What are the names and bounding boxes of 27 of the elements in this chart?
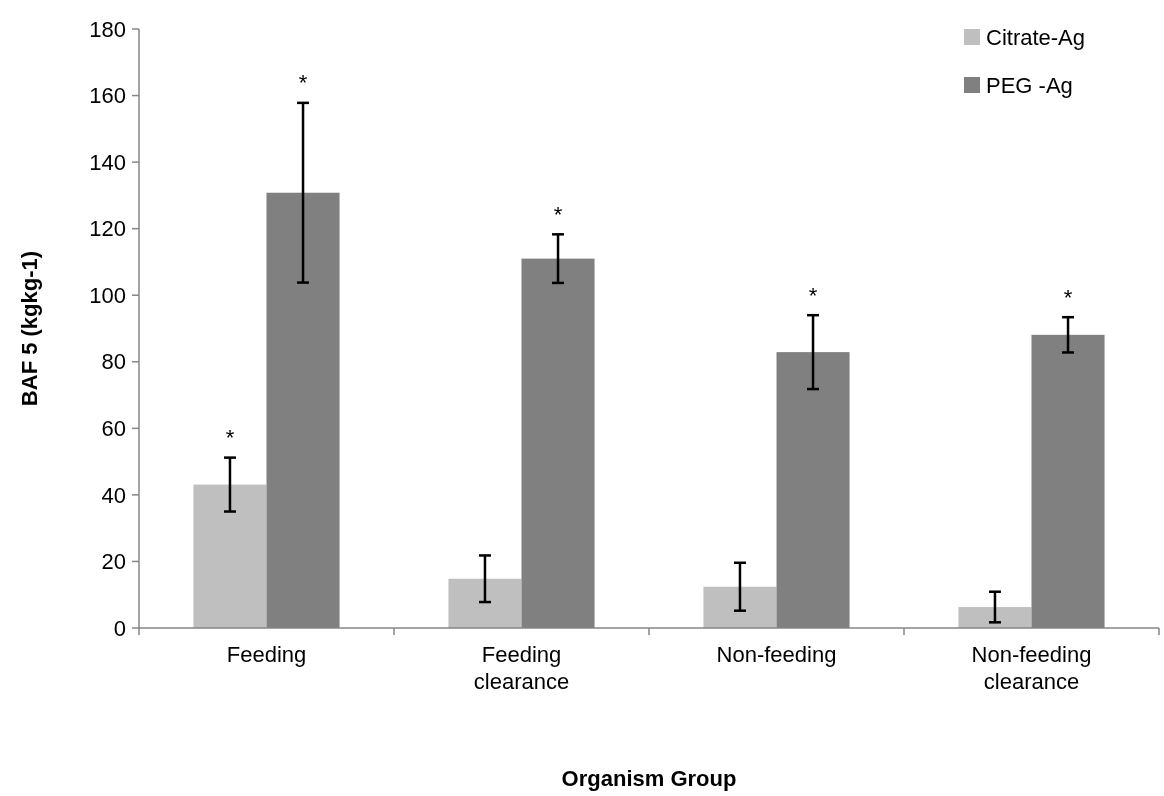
annotation: * bbox=[553, 201, 563, 227]
x-tick-label: Feeding bbox=[226, 642, 307, 667]
y-tick-label: 160 bbox=[89, 83, 126, 109]
y-tick-label: 40 bbox=[101, 482, 126, 508]
x-tick-label: Non-feeding bbox=[716, 642, 837, 667]
y-tick-label: 120 bbox=[89, 216, 126, 242]
y-tick-label: 80 bbox=[101, 349, 126, 375]
y-tick-label: 60 bbox=[101, 416, 126, 442]
y-axis-title: BAF 5 (kgkg-1) bbox=[17, 250, 42, 407]
legend-label: Citrate-Ag bbox=[986, 24, 1086, 50]
bar bbox=[448, 578, 522, 628]
x-axis-title: Organism Group bbox=[561, 766, 737, 791]
x-tick-label: Feeding clearance bbox=[473, 642, 570, 694]
y-tick-label: 0 bbox=[113, 615, 126, 641]
annotation: * bbox=[225, 425, 235, 451]
y-tick-label: 140 bbox=[89, 149, 126, 175]
x-tick-label: Non-feeding clearance bbox=[971, 642, 1092, 694]
annotation: * bbox=[1063, 284, 1073, 310]
y-tick-label: 20 bbox=[101, 549, 126, 575]
bar bbox=[703, 586, 777, 628]
legend-label: PEG -Ag bbox=[986, 72, 1073, 98]
bar bbox=[958, 607, 1032, 628]
annotation: * bbox=[298, 70, 308, 96]
y-tick-label: 180 bbox=[89, 16, 126, 42]
y-tick-label: 100 bbox=[89, 282, 126, 308]
annotation: * bbox=[808, 282, 818, 308]
bar bbox=[193, 484, 267, 628]
